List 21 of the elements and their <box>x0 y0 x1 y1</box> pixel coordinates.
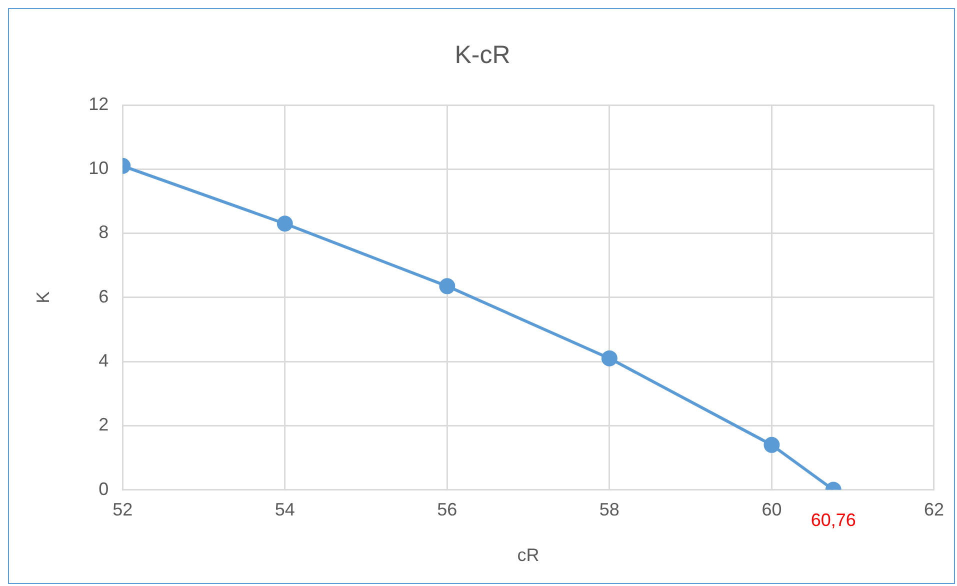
point <box>276 216 293 232</box>
chart-title: K-cR <box>454 40 510 69</box>
y-tick-label: 2 <box>98 414 109 435</box>
x-tick-label: 58 <box>599 500 620 520</box>
y-tick-label: 12 <box>88 94 109 114</box>
point <box>601 350 618 366</box>
y-axis-title: K <box>32 291 53 304</box>
y-tick-label: 8 <box>98 222 109 242</box>
point <box>764 436 780 453</box>
x-tick-label: 62 <box>924 500 944 520</box>
y-tick-label: 4 <box>98 350 109 370</box>
point <box>439 278 456 294</box>
y-tick-label: 10 <box>88 158 109 178</box>
x-tick-label: 54 <box>274 500 295 520</box>
annotation: 60,76 <box>810 510 856 530</box>
x-axis-title: cR <box>517 545 540 566</box>
y-tick-label: 6 <box>98 286 109 306</box>
x-tick-label: 56 <box>437 500 458 520</box>
x-tick-label: 60 <box>762 500 782 520</box>
y-tick-label: 0 <box>98 478 109 499</box>
x-tick-label: 52 <box>112 500 133 520</box>
